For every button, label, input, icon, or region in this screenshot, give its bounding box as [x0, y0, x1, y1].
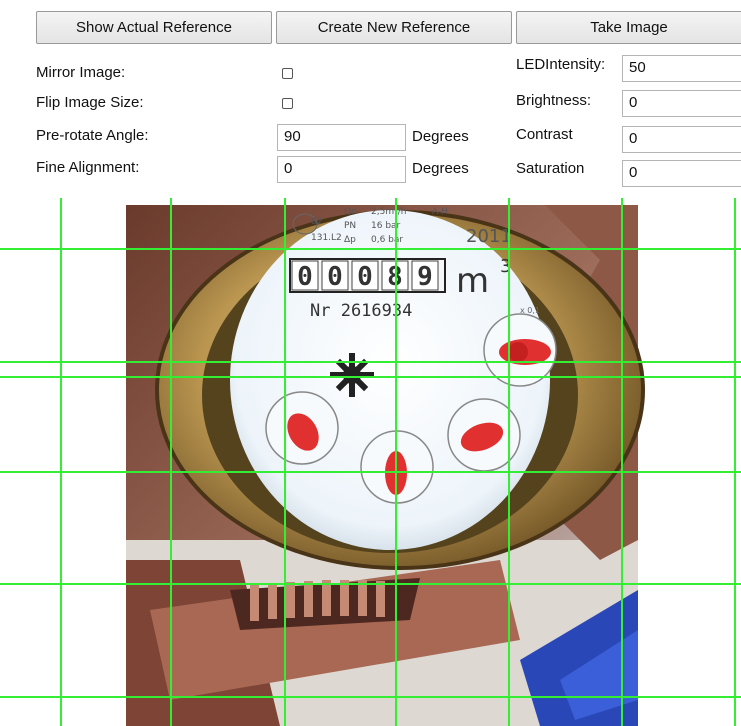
camera-preview: 0 0 0 8 9 m 3 Nr 2616934 82 131.L2 Qn PN…	[0, 198, 741, 726]
meter-approval-bottom: 131.L2	[311, 233, 342, 243]
grid-line-horizontal	[0, 696, 741, 698]
brightness-input[interactable]: 0	[622, 90, 741, 117]
meter-multiplier: x 0,1	[520, 306, 540, 315]
meter-plate-qn-label: Qn	[344, 207, 357, 217]
grid-line-horizontal	[0, 248, 741, 250]
meter-digit: 9	[417, 262, 433, 292]
meter-plate-pn-value: 16 bar	[371, 221, 401, 231]
pre-rotate-angle-input[interactable]: 90	[277, 124, 406, 151]
meter-digit: 0	[297, 262, 313, 292]
mirror-image-checkbox[interactable]	[282, 68, 293, 79]
grid-line-vertical	[60, 198, 62, 726]
meter-plate-qn-value: 2,5m³/h	[371, 207, 406, 217]
take-image-button[interactable]: Take Image	[516, 11, 741, 44]
fine-alignment-unit-label: Degrees	[412, 160, 469, 177]
pre-rotate-angle-label: Pre-rotate Angle:	[36, 127, 149, 144]
grid-line-vertical	[621, 198, 623, 726]
water-meter-image: 0 0 0 8 9 m 3 Nr 2616934 82 131.L2 Qn PN…	[126, 205, 645, 726]
grid-line-horizontal	[0, 583, 741, 585]
show-actual-reference-button[interactable]: Show Actual Reference	[36, 11, 272, 44]
pre-rotate-unit-label: Degrees	[412, 128, 469, 145]
meter-class-mark: A-H	[432, 207, 448, 217]
meter-unit: m	[456, 261, 489, 301]
grid-line-horizontal	[0, 361, 741, 363]
saturation-label: Saturation	[516, 160, 585, 177]
sub-dial-right-top	[483, 313, 557, 387]
grid-line-vertical	[284, 198, 286, 726]
sub-dial-left	[265, 391, 339, 465]
fine-alignment-input[interactable]: 0	[277, 156, 406, 183]
meter-digit: 0	[327, 262, 343, 292]
led-intensity-input[interactable]: 50	[622, 55, 741, 82]
grid-line-vertical	[508, 198, 510, 726]
meter-unit-exponent: 3	[500, 256, 511, 277]
grid-line-horizontal	[0, 471, 741, 473]
meter-plate-dp-value: 0,6 bar	[371, 235, 403, 245]
flip-image-size-checkbox[interactable]	[282, 98, 293, 109]
sub-dial-bottom	[360, 430, 434, 504]
flow-indicator-star	[330, 353, 374, 397]
flip-image-size-label: Flip Image Size:	[36, 94, 144, 111]
meter-approval-top: 82	[311, 217, 322, 227]
grid-line-horizontal	[0, 376, 741, 378]
create-new-reference-button[interactable]: Create New Reference	[276, 11, 512, 44]
meter-serial: Nr 2616934	[310, 301, 412, 321]
grid-line-vertical	[395, 198, 397, 726]
grid-line-vertical	[170, 198, 172, 726]
meter-plate-dp-label: Δp	[344, 235, 356, 245]
brightness-label: Brightness:	[516, 92, 592, 109]
meter-year: 2011	[466, 226, 512, 247]
grid-line-vertical	[734, 198, 736, 726]
contrast-label: Contrast	[516, 126, 573, 143]
led-intensity-label: LEDIntensity:	[516, 56, 606, 73]
saturation-input[interactable]: 0	[622, 160, 741, 187]
fine-alignment-label: Fine Alignment:	[36, 159, 140, 176]
contrast-input[interactable]: 0	[622, 126, 741, 153]
meter-plate-pn-label: PN	[344, 221, 356, 231]
mirror-image-label: Mirror Image:	[36, 64, 126, 81]
meter-digit: 0	[357, 262, 373, 292]
